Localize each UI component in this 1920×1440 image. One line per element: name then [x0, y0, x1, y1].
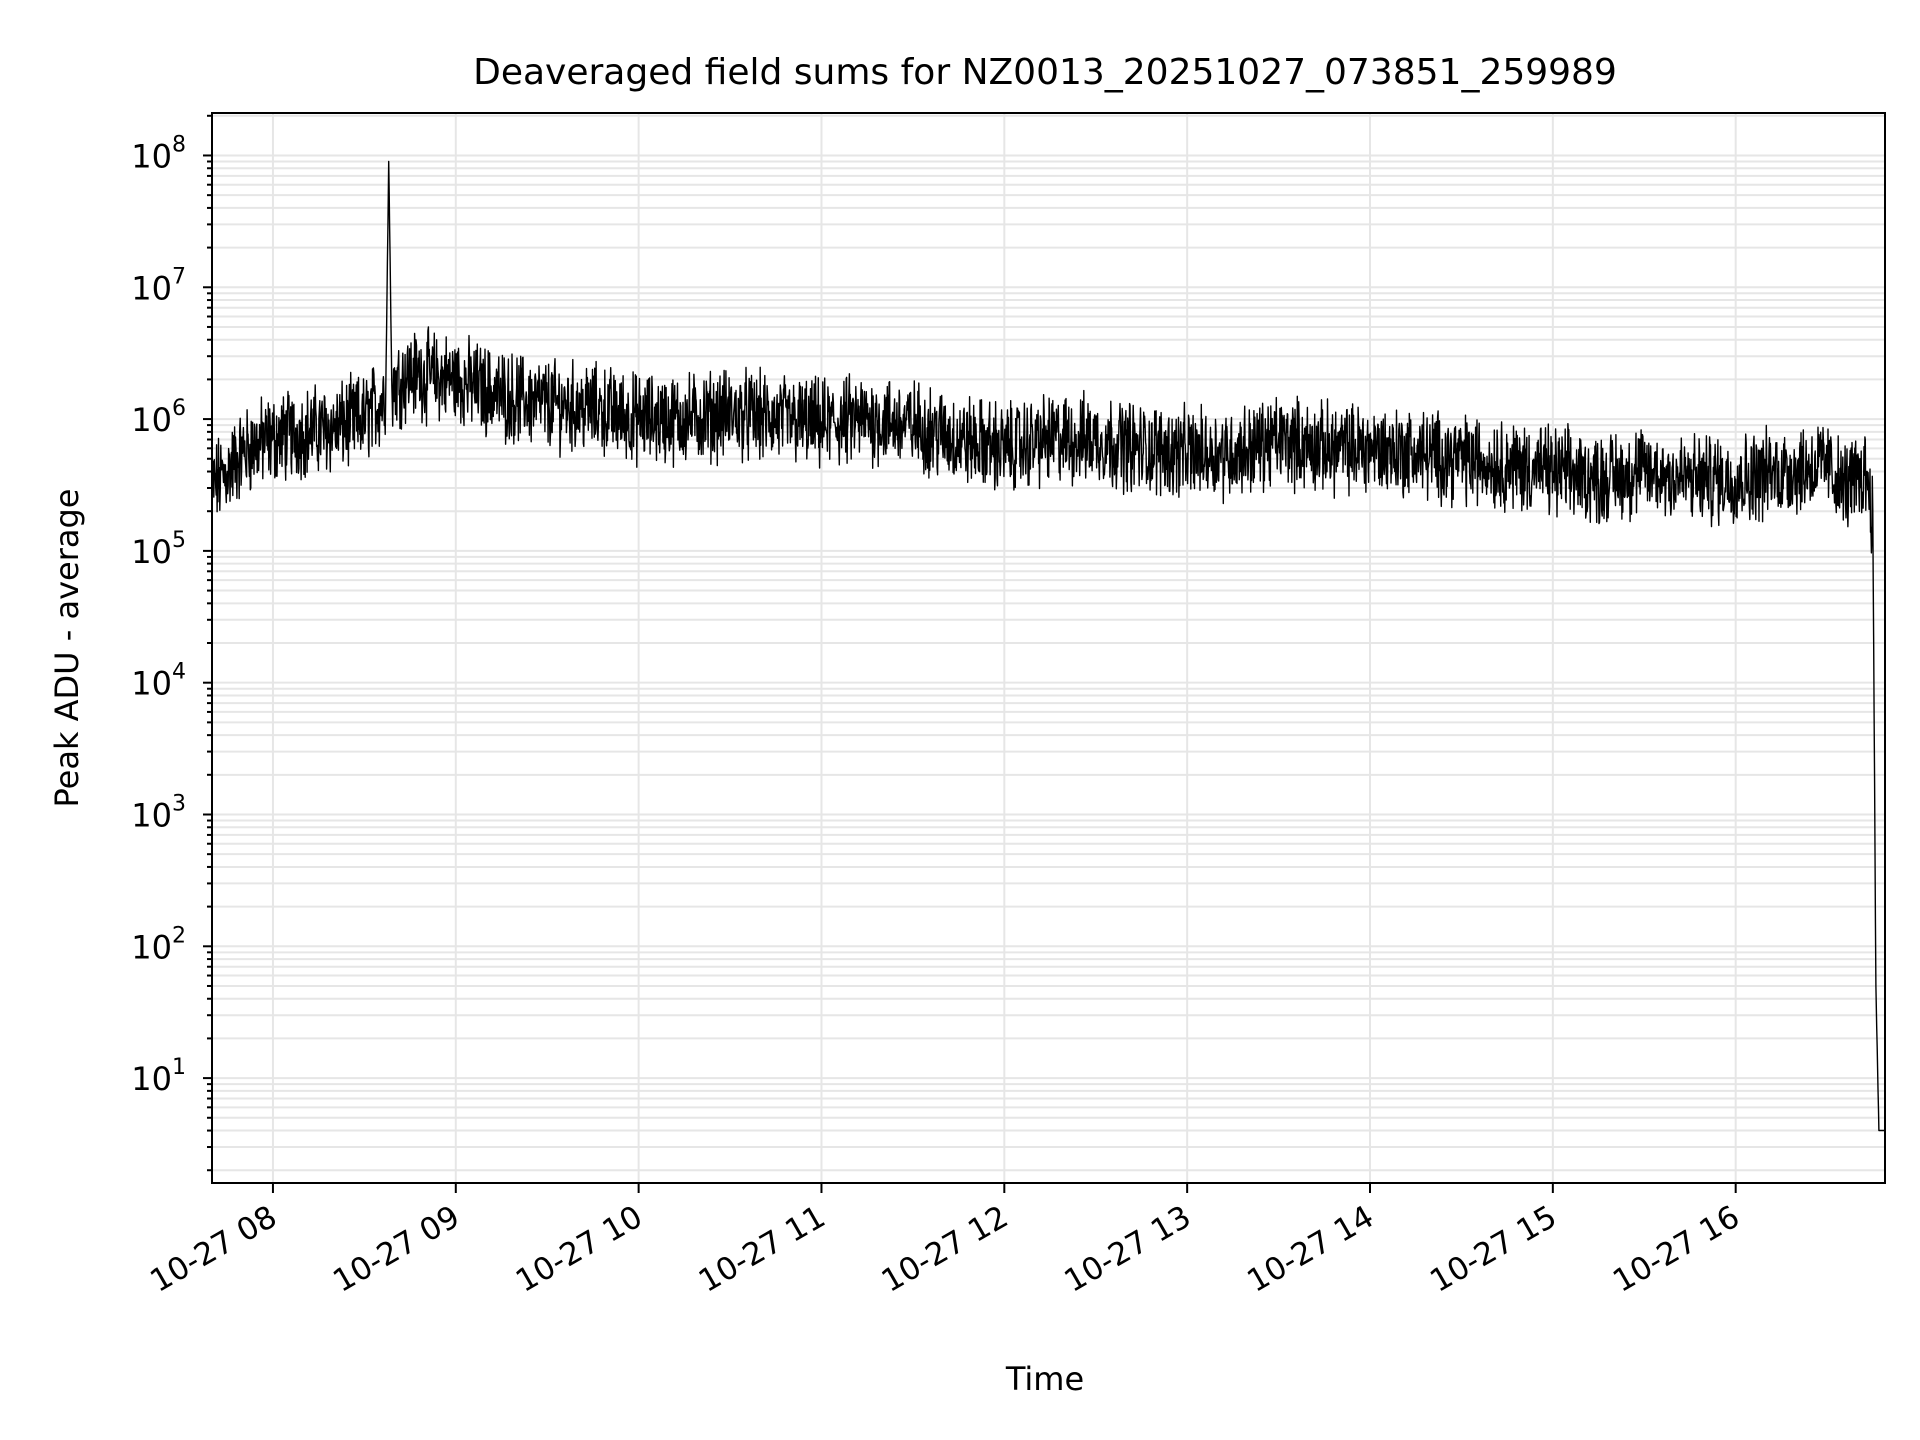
y-tick-label: 108 — [131, 132, 186, 175]
y-tick-exponent: 5 — [172, 528, 186, 553]
x-tick-label: 10-27 10 — [510, 1199, 649, 1300]
x-tick-label: 10-27 14 — [1241, 1199, 1380, 1300]
y-tick-base: 10 — [131, 533, 172, 571]
x-tick-label: 10-27 16 — [1607, 1199, 1746, 1300]
y-tick-exponent: 2 — [172, 923, 186, 948]
chart-title: Deaveraged field sums for NZ0013_2025102… — [473, 52, 1617, 93]
y-tick-base: 10 — [131, 928, 172, 966]
y-tick-exponent: 1 — [172, 1055, 186, 1080]
x-tick-label: 10-27 09 — [327, 1199, 466, 1300]
y-tick-exponent: 7 — [172, 264, 186, 289]
y-tick-label: 101 — [131, 1055, 186, 1098]
series-line — [211, 160, 1886, 1132]
y-tick-label: 104 — [131, 660, 186, 703]
y-tick-exponent: 6 — [172, 396, 186, 421]
y-tick-base: 10 — [131, 665, 172, 703]
x-tick-label: 10-27 12 — [876, 1199, 1015, 1300]
y-tick-base: 10 — [131, 137, 172, 175]
y-tick-label: 103 — [131, 791, 186, 834]
x-axis: 10-27 08 10-27 09 10-27 10 10-27 11 10-27 12… — [144, 1183, 1746, 1300]
y-tick-base: 10 — [131, 796, 172, 834]
y-tick-label: 106 — [131, 396, 186, 439]
grid-lines — [212, 113, 1885, 1183]
y-tick-base: 10 — [131, 401, 172, 439]
y-tick-exponent: 8 — [172, 132, 186, 157]
y-tick-base: 10 — [131, 269, 172, 307]
x-axis-label: Time — [1005, 1360, 1084, 1398]
y-tick-exponent: 4 — [172, 660, 186, 685]
y-axis-label: Peak ADU - average — [48, 489, 86, 808]
x-tick-label: 10-27 13 — [1058, 1199, 1197, 1300]
x-tick-label: 10-27 11 — [693, 1199, 832, 1300]
x-tick-label: 10-27 08 — [144, 1199, 283, 1300]
x-tick-label: 10-27 15 — [1424, 1199, 1563, 1300]
y-tick-label: 107 — [131, 264, 186, 307]
y-tick-label: 102 — [131, 923, 186, 966]
y-tick-exponent: 3 — [172, 791, 186, 816]
plot-area — [211, 112, 1886, 1184]
series-path — [211, 160, 1886, 1132]
y-tick-label: 105 — [131, 528, 186, 571]
y-tick-base: 10 — [131, 1060, 172, 1098]
